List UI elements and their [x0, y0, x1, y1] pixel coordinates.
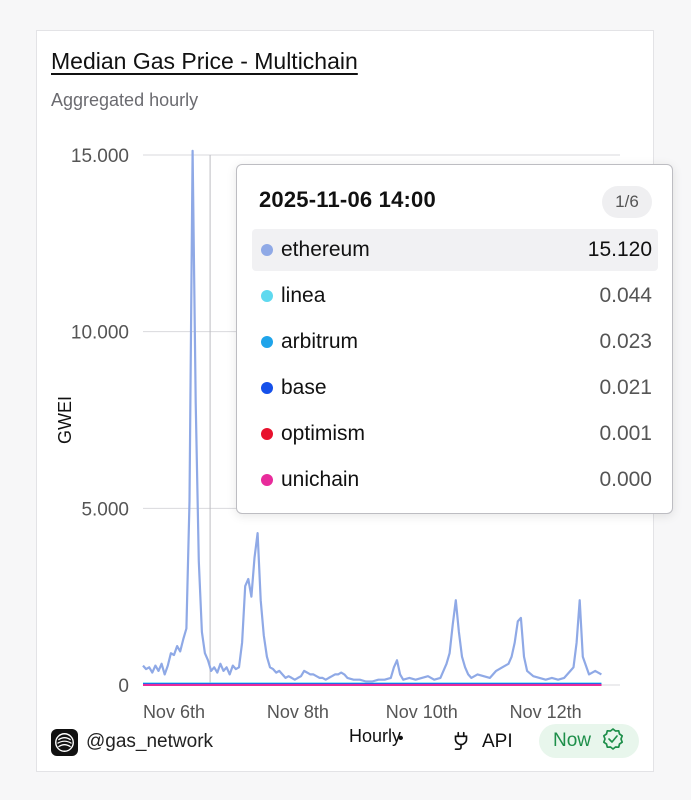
gas-network-logo-icon [51, 728, 78, 756]
tooltip-row-unichain[interactable]: unichain 0.000 [252, 459, 658, 501]
y-axis-label: GWEI [55, 396, 75, 444]
series-value: 0.023 [599, 330, 652, 353]
series-value: 0.021 [599, 376, 652, 399]
x-tick-label: Nov 12th [510, 702, 582, 722]
tooltip-timestamp: 2025-11-06 14:00 [259, 187, 436, 212]
series-name: optimism [281, 422, 366, 445]
series-name: arbitrum [281, 330, 359, 353]
series-color-dot [261, 244, 273, 256]
status-label: Now [552, 730, 591, 751]
api-label: API [482, 731, 513, 752]
x-tick-label: Nov 8th [267, 702, 329, 722]
series-color-dot [261, 336, 273, 348]
series-value: 15.120 [587, 238, 652, 261]
series-color-dot [261, 474, 273, 486]
verified-check-icon [601, 727, 625, 756]
series-name: base [281, 376, 327, 399]
series-color-dot [261, 382, 273, 394]
tooltip-row-linea[interactable]: linea 0.044 [252, 275, 658, 317]
tooltip-row-ethereum[interactable]: ethereum 15.120 [252, 229, 658, 271]
y-tick-label: 15.000 [71, 146, 129, 167]
brand-link[interactable]: @gas_network [51, 728, 213, 756]
live-status-badge[interactable]: Now [539, 724, 639, 758]
series-color-dot [261, 290, 273, 302]
series-name: unichain [281, 468, 360, 491]
tooltip-row-arbitrum[interactable]: arbitrum 0.023 [252, 321, 658, 363]
x-tick-label: Nov 10th [386, 702, 458, 722]
series-value: 0.001 [599, 422, 652, 445]
series-color-dot [261, 428, 273, 440]
interval-selector[interactable]: Hourly [349, 726, 402, 746]
series-name: linea [281, 284, 326, 307]
more-options-icon[interactable]: • [398, 730, 404, 747]
api-link[interactable]: API [450, 728, 513, 756]
y-tick-label: 10.000 [71, 323, 129, 344]
y-tick-label: 0 [118, 676, 129, 697]
chart-subtitle: Aggregated hourly [51, 90, 199, 110]
x-tick-label: Nov 6th [143, 702, 205, 722]
y-tick-label: 5.000 [81, 499, 129, 520]
chart-title[interactable]: Median Gas Price - Multichain [51, 48, 358, 74]
tooltip-row-base[interactable]: base 0.021 [252, 367, 658, 409]
tooltip-rows: ethereum 15.120 linea 0.044 arbitrum 0.0… [252, 229, 658, 505]
series-line-ethereum [142, 149, 602, 683]
tooltip-page-indicator[interactable]: 1/6 [602, 186, 652, 218]
plug-icon [450, 728, 472, 757]
tooltip-row-optimism[interactable]: optimism 0.001 [252, 413, 658, 455]
series-value: 0.044 [599, 284, 652, 307]
series-name: ethereum [281, 238, 370, 261]
brand-handle: @gas_network [86, 731, 214, 752]
series-value: 0.000 [599, 468, 652, 491]
chart-tooltip: 2025-11-06 14:00 1/6 ethereum 15.120 lin… [236, 164, 673, 514]
